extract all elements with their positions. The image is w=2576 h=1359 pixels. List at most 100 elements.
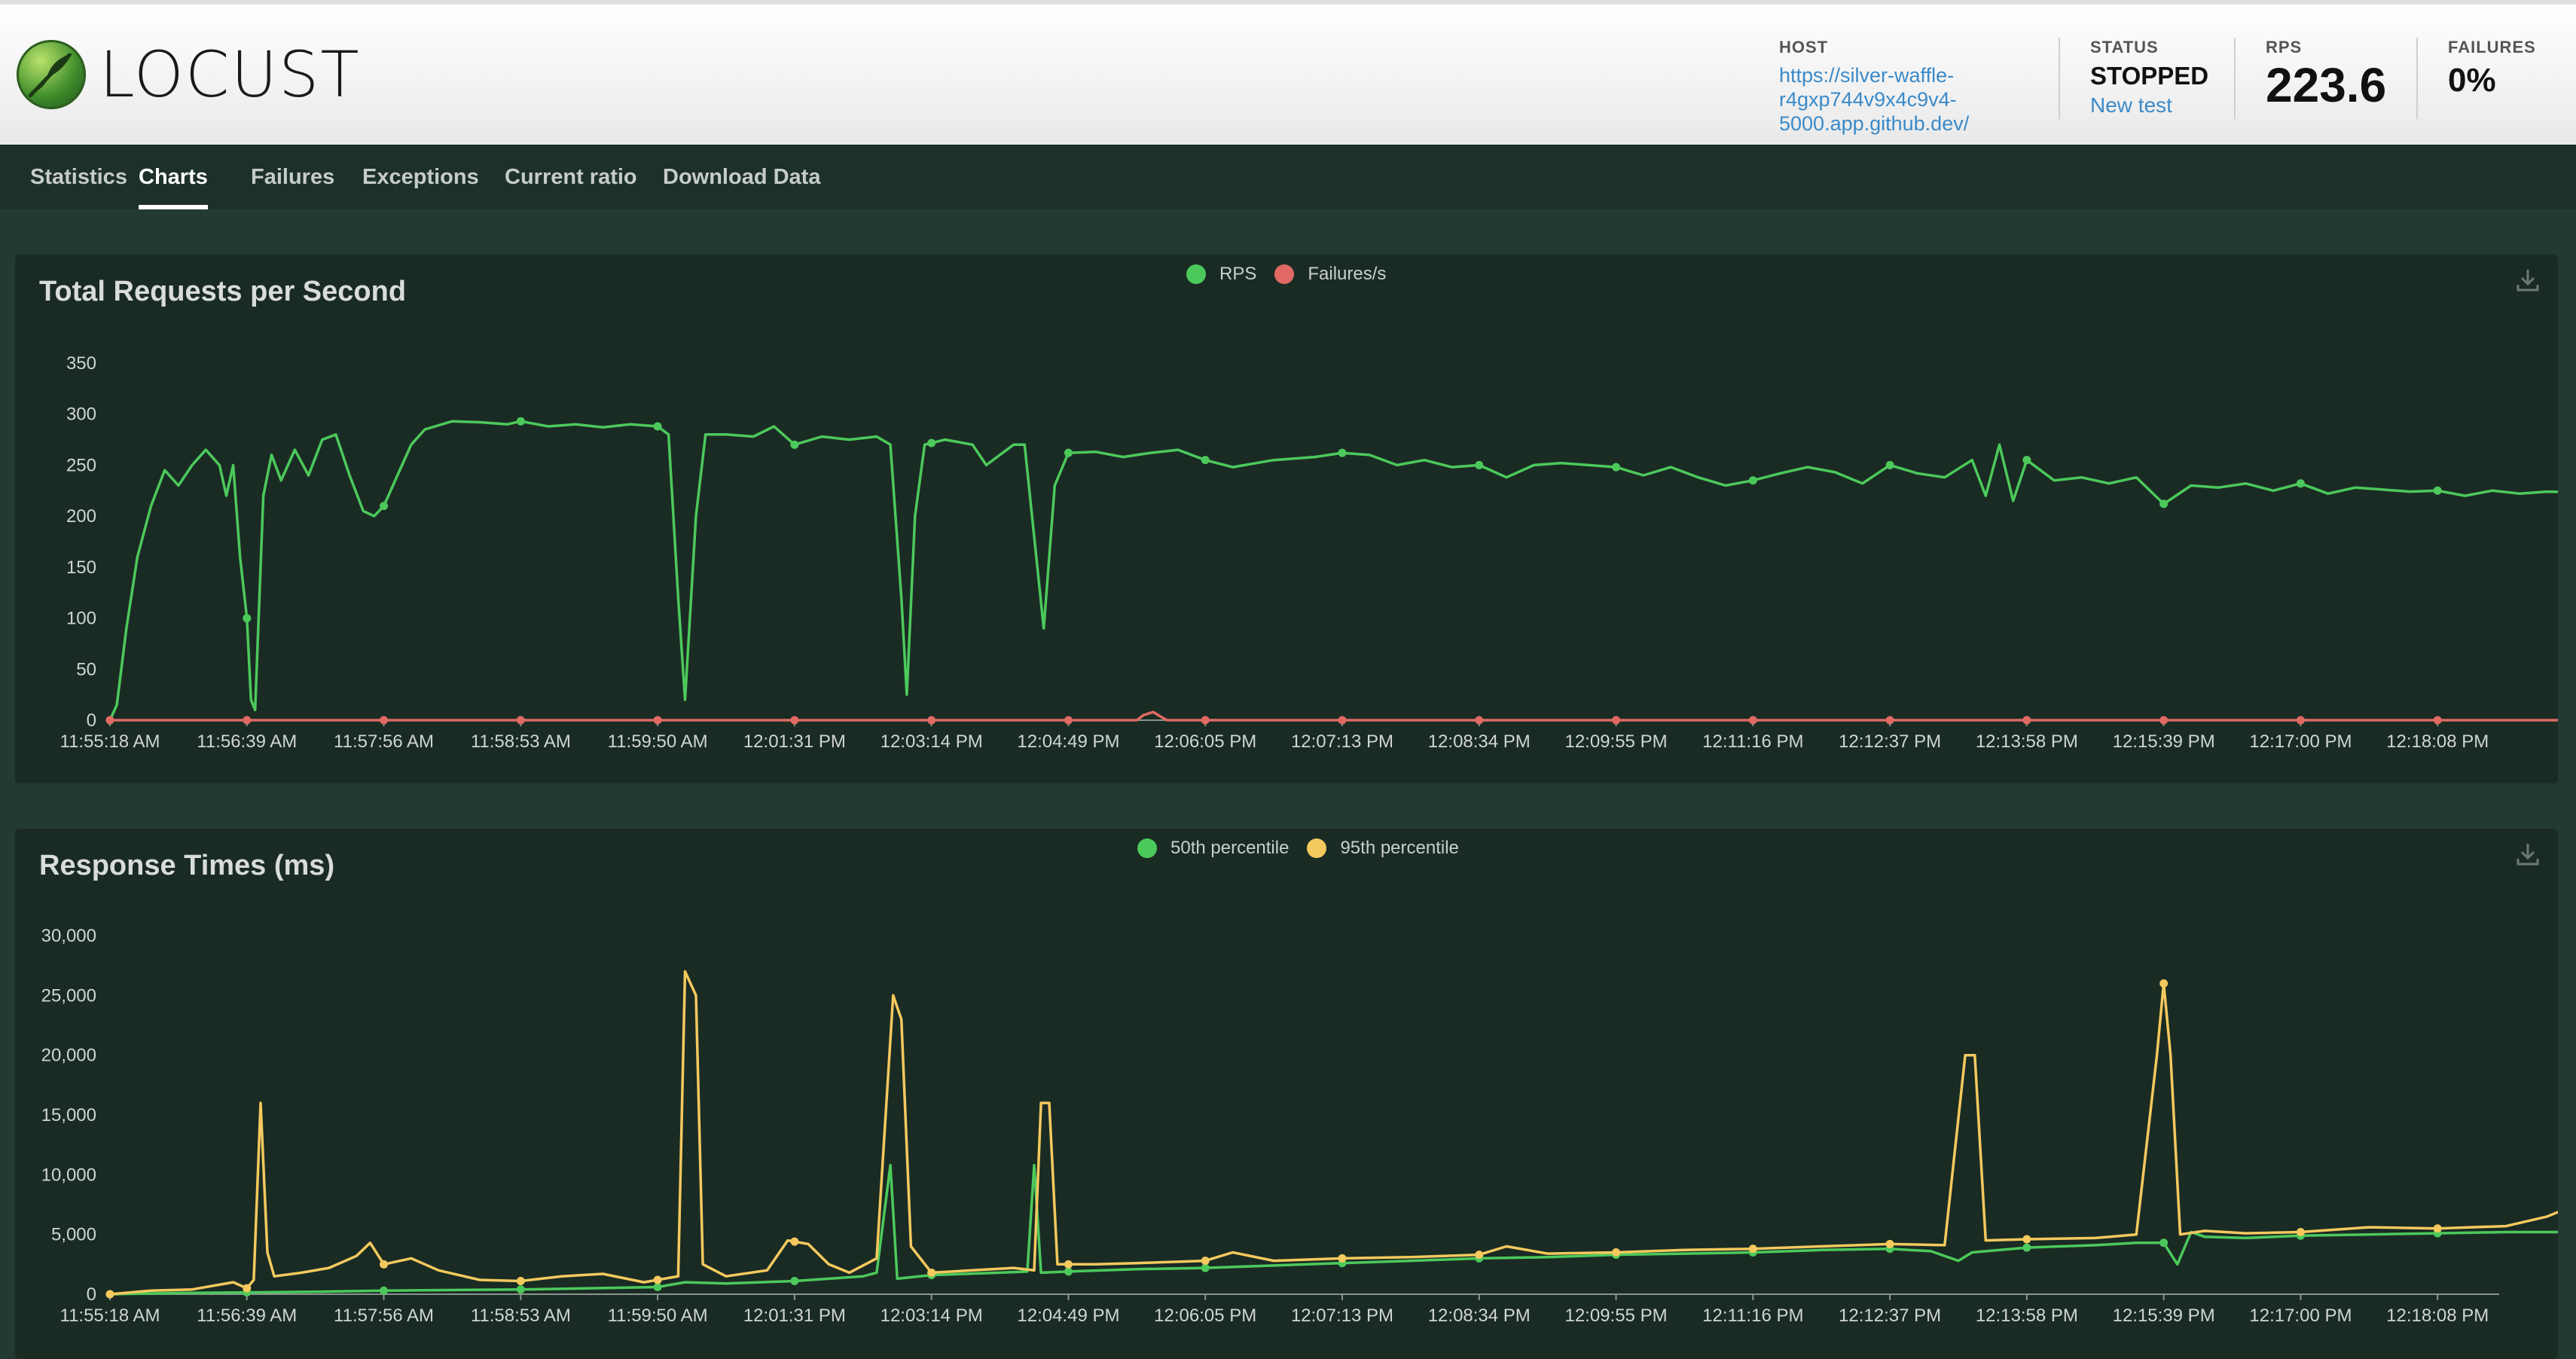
data-point[interactable] xyxy=(2022,1243,2031,1252)
data-point[interactable] xyxy=(243,614,252,623)
data-point[interactable] xyxy=(1064,448,1073,457)
host-line: https://silver-waffle- xyxy=(1779,64,1955,87)
data-point[interactable] xyxy=(1201,716,1210,725)
data-point[interactable] xyxy=(790,440,799,449)
data-point[interactable] xyxy=(790,1277,799,1286)
data-point[interactable] xyxy=(1612,716,1621,725)
data-point[interactable] xyxy=(790,1237,799,1246)
legend-dot xyxy=(1186,264,1206,284)
series-line-secondary[interactable] xyxy=(109,970,2558,1296)
download-icon[interactable] xyxy=(2514,841,2541,868)
data-point[interactable] xyxy=(2296,716,2305,725)
tab-download-data[interactable]: Download Data xyxy=(663,165,821,189)
x-tick-label: 12:01:31 PM xyxy=(743,1306,846,1326)
x-tick-label: 12:13:58 PM xyxy=(1976,731,2078,752)
chart-legend: RPS Failures/s xyxy=(1186,264,1404,285)
x-tick-label: 11:56:39 AM xyxy=(197,731,297,752)
x-tick-label: 11:58:53 AM xyxy=(471,731,571,752)
data-point[interactable] xyxy=(2022,456,2031,465)
data-point[interactable] xyxy=(653,1275,662,1284)
x-tick-label: 12:12:37 PM xyxy=(1839,1306,1941,1326)
legend-item-rps[interactable]: RPS xyxy=(1186,264,1256,285)
data-point[interactable] xyxy=(2433,486,2442,495)
data-point[interactable] xyxy=(653,1282,662,1291)
data-point[interactable] xyxy=(1475,1251,1484,1260)
data-point[interactable] xyxy=(2433,1224,2442,1233)
data-point[interactable] xyxy=(1338,1254,1347,1263)
data-point[interactable] xyxy=(2159,716,2169,725)
legend-item-failures[interactable]: Failures/s xyxy=(1274,264,1386,285)
data-point[interactable] xyxy=(380,502,389,511)
tab-exceptions[interactable]: Exceptions xyxy=(362,165,479,189)
series-line-secondary[interactable] xyxy=(110,710,2558,722)
data-point[interactable] xyxy=(2159,1238,2169,1248)
data-point[interactable] xyxy=(1201,1263,1210,1272)
x-tick-label: 11:55:18 AM xyxy=(60,1306,160,1326)
data-point[interactable] xyxy=(516,417,525,426)
host-link[interactable]: https://silver-waffle- r4gxp744v9x4c9v4-… xyxy=(1779,63,2005,136)
data-point[interactable] xyxy=(927,1268,936,1277)
y-tick-label: 50 xyxy=(76,659,96,680)
data-point[interactable] xyxy=(1612,1248,1621,1257)
data-point[interactable] xyxy=(1201,456,1210,465)
data-point[interactable] xyxy=(1748,1244,1757,1254)
data-point[interactable] xyxy=(1885,1239,1894,1248)
data-point[interactable] xyxy=(1064,716,1073,725)
data-point[interactable] xyxy=(653,422,662,431)
data-point[interactable] xyxy=(2296,1227,2305,1236)
data-point[interactable] xyxy=(1475,460,1484,469)
legend-item-p50[interactable]: 50th percentile xyxy=(1137,838,1289,859)
data-point[interactable] xyxy=(516,716,525,725)
data-point[interactable] xyxy=(1064,1267,1073,1276)
data-point[interactable] xyxy=(927,716,936,725)
data-point[interactable] xyxy=(2296,479,2305,488)
locust-logo-icon xyxy=(17,40,86,109)
series-line-primary[interactable] xyxy=(109,1163,2558,1296)
data-point[interactable] xyxy=(1475,716,1484,725)
data-point[interactable] xyxy=(105,716,114,725)
data-point[interactable] xyxy=(1612,463,1621,472)
tab-failures[interactable]: Failures xyxy=(251,165,335,189)
data-point[interactable] xyxy=(380,1286,389,1295)
data-point[interactable] xyxy=(1885,716,1894,725)
legend-item-p95[interactable]: 95th percentile xyxy=(1307,838,1459,859)
series-line-primary[interactable] xyxy=(108,420,2558,721)
y-tick-label: 250 xyxy=(66,455,96,475)
data-point[interactable] xyxy=(653,716,662,725)
x-tick-label: 11:55:18 AM xyxy=(60,731,160,752)
data-point[interactable] xyxy=(380,1260,389,1269)
legend-dot xyxy=(1307,838,1327,858)
data-point[interactable] xyxy=(2159,979,2169,988)
legend-label: 95th percentile xyxy=(1340,838,1459,858)
tab-statistics[interactable]: Statistics xyxy=(30,165,127,189)
data-point[interactable] xyxy=(927,438,936,447)
data-point[interactable] xyxy=(105,1290,114,1299)
data-point[interactable] xyxy=(1748,476,1757,485)
rps-value: 223.6 xyxy=(2266,58,2387,112)
download-icon[interactable] xyxy=(2514,267,2541,294)
tab-current-ratio[interactable]: Current ratio xyxy=(505,165,637,189)
new-test-link[interactable]: New test xyxy=(2090,93,2172,117)
data-point[interactable] xyxy=(1338,448,1347,457)
data-point[interactable] xyxy=(380,716,389,725)
data-point[interactable] xyxy=(2433,716,2442,725)
data-point[interactable] xyxy=(1338,716,1347,725)
logo[interactable]: LOCUST xyxy=(17,38,361,111)
data-point[interactable] xyxy=(1885,460,1894,469)
data-point[interactable] xyxy=(2159,499,2169,508)
data-point[interactable] xyxy=(516,1285,525,1294)
data-point[interactable] xyxy=(2022,716,2031,725)
x-tick-label: 12:17:00 PM xyxy=(2249,731,2352,752)
data-point[interactable] xyxy=(1748,716,1757,725)
data-point[interactable] xyxy=(1064,1260,1073,1269)
data-point[interactable] xyxy=(243,716,252,725)
x-tick-label: 11:58:53 AM xyxy=(471,1306,571,1326)
y-tick-label: 0 xyxy=(87,1284,96,1305)
data-point[interactable] xyxy=(243,1284,252,1293)
tab-charts[interactable]: Charts xyxy=(139,145,208,209)
data-point[interactable] xyxy=(516,1277,525,1286)
data-point[interactable] xyxy=(1201,1257,1210,1266)
data-point[interactable] xyxy=(2022,1235,2031,1244)
x-tick-label: 11:57:56 AM xyxy=(334,1306,434,1326)
data-point[interactable] xyxy=(790,716,799,725)
